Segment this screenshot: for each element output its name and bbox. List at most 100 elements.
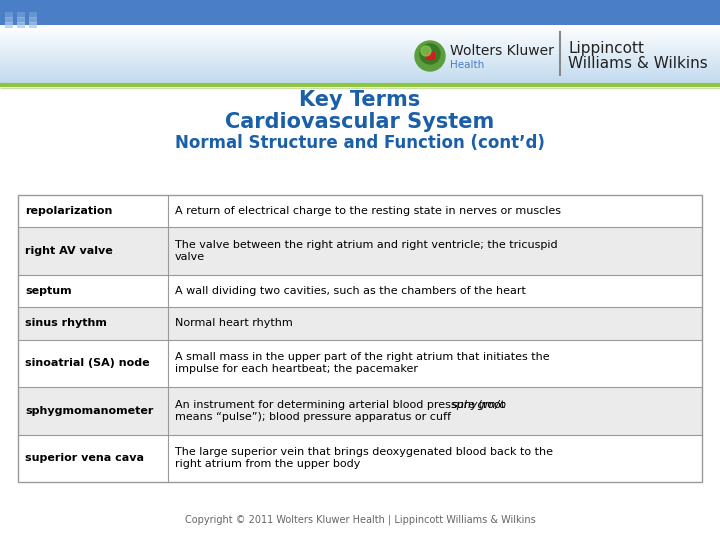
- Bar: [0, 51, 720, 52]
- Text: valve: valve: [175, 252, 205, 262]
- Bar: [0, 71, 720, 72]
- Bar: [18, 307, 702, 340]
- Text: Wolters Kluwer: Wolters Kluwer: [450, 44, 554, 58]
- Bar: [0, 58, 720, 59]
- Bar: [0, 47, 720, 48]
- Text: Williams & Wilkins: Williams & Wilkins: [568, 57, 708, 71]
- Bar: [0, 65, 720, 66]
- Bar: [0, 81, 720, 82]
- Text: Health: Health: [450, 60, 485, 70]
- Bar: [0, 66, 720, 67]
- Bar: [0, 70, 720, 71]
- Text: An instrument for determining arterial blood pressure (root: An instrument for determining arterial b…: [175, 400, 508, 410]
- Bar: [0, 78, 720, 79]
- Bar: [0, 53, 720, 54]
- Bar: [0, 84, 720, 85]
- Bar: [0, 48, 720, 49]
- Bar: [0, 43, 720, 44]
- Bar: [0, 37, 720, 38]
- Bar: [0, 62, 720, 63]
- Bar: [0, 82, 720, 83]
- Bar: [426, 52, 434, 59]
- Bar: [0, 32, 720, 33]
- Bar: [0, 61, 720, 62]
- Text: sphygm/o: sphygm/o: [452, 400, 507, 410]
- Text: Lippincott: Lippincott: [568, 42, 644, 57]
- Circle shape: [415, 41, 445, 71]
- Text: A small mass in the upper part of the right atrium that initiates the: A small mass in the upper part of the ri…: [175, 352, 549, 362]
- Bar: [0, 28, 720, 29]
- Bar: [0, 33, 720, 34]
- Bar: [5, 17, 13, 23]
- Bar: [0, 59, 720, 60]
- Bar: [17, 17, 25, 23]
- Text: Normal heart rhythm: Normal heart rhythm: [175, 319, 293, 328]
- Bar: [0, 41, 720, 42]
- Bar: [0, 34, 720, 35]
- Bar: [0, 25, 720, 26]
- Bar: [0, 50, 720, 51]
- Bar: [0, 40, 720, 41]
- Bar: [0, 72, 720, 73]
- Bar: [0, 46, 720, 47]
- Text: Copyright © 2011 Wolters Kluwer Health | Lippincott Williams & Wilkins: Copyright © 2011 Wolters Kluwer Health |…: [184, 515, 536, 525]
- Bar: [0, 0, 720, 25]
- Bar: [18, 387, 702, 435]
- Text: Cardiovascular System: Cardiovascular System: [225, 112, 495, 132]
- Bar: [0, 69, 720, 70]
- Bar: [0, 68, 720, 69]
- Bar: [0, 55, 720, 56]
- Bar: [0, 39, 720, 40]
- Bar: [0, 35, 720, 36]
- Bar: [0, 54, 720, 55]
- Bar: [17, 12, 25, 18]
- Bar: [5, 22, 13, 28]
- Bar: [0, 31, 720, 32]
- Circle shape: [421, 46, 431, 56]
- Bar: [0, 27, 720, 28]
- Bar: [29, 22, 37, 28]
- Bar: [0, 57, 720, 58]
- Bar: [0, 79, 720, 80]
- Bar: [18, 227, 702, 275]
- Text: means “pulse”); blood pressure apparatus or cuff: means “pulse”); blood pressure apparatus…: [175, 412, 451, 422]
- Bar: [18, 195, 702, 227]
- Text: repolarization: repolarization: [25, 206, 112, 216]
- Bar: [18, 195, 702, 482]
- Bar: [0, 67, 720, 68]
- Bar: [0, 49, 720, 50]
- Text: septum: septum: [25, 286, 71, 296]
- Bar: [18, 340, 702, 387]
- Text: impulse for each heartbeat; the pacemaker: impulse for each heartbeat; the pacemake…: [175, 364, 418, 374]
- Bar: [0, 56, 720, 57]
- Bar: [0, 80, 720, 81]
- Text: A wall dividing two cavities, such as the chambers of the heart: A wall dividing two cavities, such as th…: [175, 286, 526, 296]
- Bar: [5, 12, 13, 18]
- Text: Key Terms: Key Terms: [300, 90, 420, 110]
- Bar: [0, 42, 720, 43]
- Bar: [0, 83, 720, 84]
- Bar: [18, 275, 702, 307]
- Bar: [29, 17, 37, 23]
- Bar: [0, 77, 720, 78]
- Bar: [0, 52, 720, 53]
- Bar: [0, 36, 720, 37]
- Bar: [0, 45, 720, 46]
- Bar: [0, 38, 720, 39]
- Bar: [0, 76, 720, 77]
- Bar: [0, 63, 720, 64]
- Bar: [0, 73, 720, 74]
- Bar: [0, 44, 720, 45]
- Bar: [0, 60, 720, 61]
- Text: sphygmomanometer: sphygmomanometer: [25, 406, 153, 416]
- Bar: [18, 435, 702, 482]
- Bar: [29, 12, 37, 18]
- Text: The valve between the right atrium and right ventricle; the tricuspid: The valve between the right atrium and r…: [175, 240, 557, 250]
- Bar: [0, 64, 720, 65]
- Bar: [0, 74, 720, 75]
- Text: Normal Structure and Function (cont’d): Normal Structure and Function (cont’d): [175, 134, 545, 152]
- Bar: [17, 22, 25, 28]
- Bar: [0, 88, 720, 540]
- Text: The large superior vein that brings deoxygenated blood back to the: The large superior vein that brings deox…: [175, 447, 553, 457]
- Text: right atrium from the upper body: right atrium from the upper body: [175, 459, 361, 469]
